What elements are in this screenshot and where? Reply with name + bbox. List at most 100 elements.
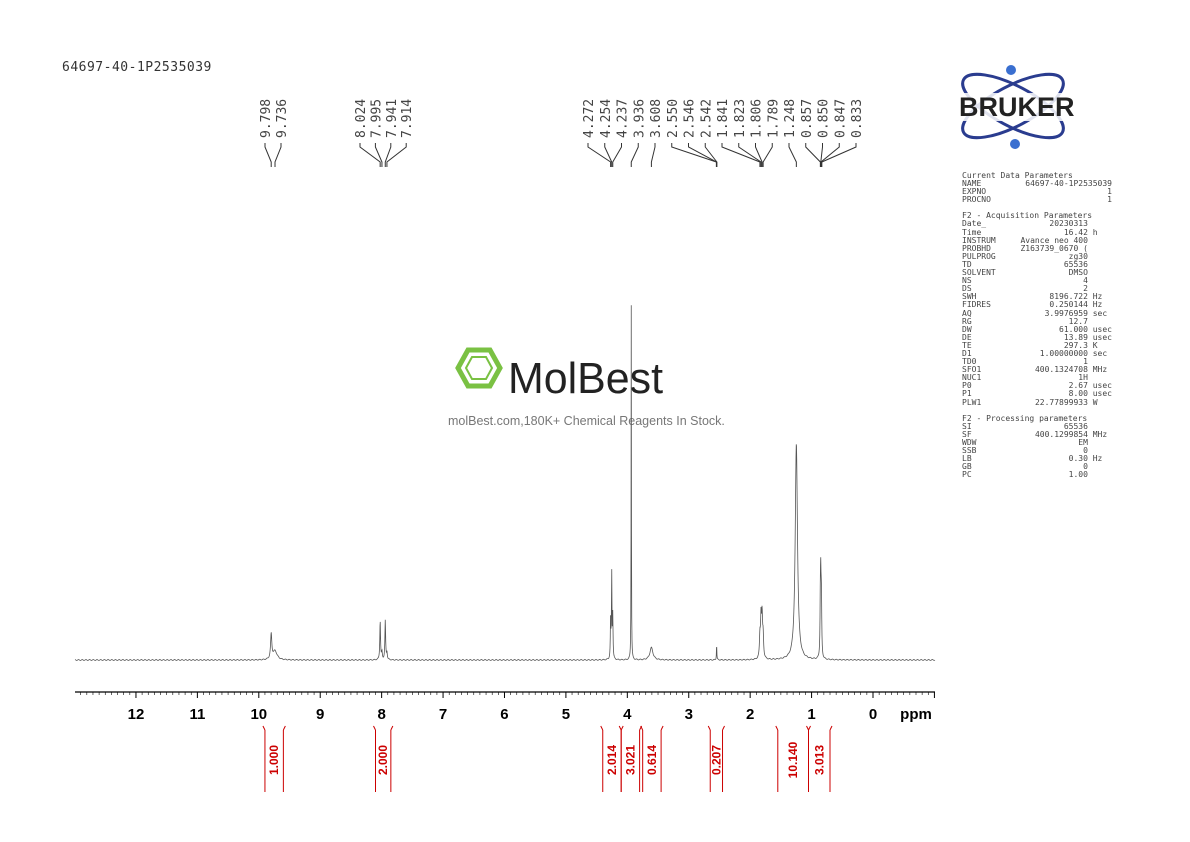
peak-label-connector: [762, 143, 773, 167]
integral-hook: [373, 725, 394, 731]
peak-label-connector: [274, 143, 282, 167]
integral-value: 1.000: [267, 745, 281, 775]
param-key: PLW1: [962, 397, 982, 407]
param-key: LB: [962, 454, 972, 464]
x-tick-label: 1: [807, 706, 815, 723]
param-key: P1: [962, 389, 972, 399]
peak-label-connector: [374, 143, 383, 167]
peak-label-connector: [755, 143, 763, 167]
x-tick-label: 5: [562, 706, 570, 723]
peak-label: 1.841: [716, 99, 731, 138]
param-row: Date_ 20230313: [962, 220, 1112, 228]
integral-value: 10.140: [786, 741, 800, 778]
param-key: SOLVENT: [962, 268, 996, 278]
param-row: SI 65536: [962, 422, 1112, 431]
param-value: 65536: [1063, 259, 1112, 269]
peak-label-connector: [688, 143, 718, 167]
param-value: 400.1299854 MHz: [1034, 429, 1112, 439]
x-tick-label: 7: [439, 706, 447, 723]
peak-label: 1.823: [733, 99, 748, 138]
integral-value: 3.013: [812, 745, 826, 775]
param-row: SFO1 400.1324708 MHz: [962, 366, 1112, 374]
param-row: P1 8.00 usec: [962, 390, 1112, 398]
integral-hook: [640, 725, 664, 731]
peak-label: 4.237: [616, 99, 631, 138]
x-tick-label: 3: [685, 706, 693, 723]
peak-label: 0.847: [833, 99, 848, 138]
peak-label: 0.857: [800, 99, 815, 138]
param-row: SF 400.1299854 MHz: [962, 429, 1112, 439]
param-row: DE 13.89 usec: [962, 332, 1112, 342]
param-value: Z163739_0670 (: [1020, 243, 1112, 253]
peak-label: 0.833: [850, 99, 865, 138]
peak-label: 4.272: [582, 99, 597, 138]
integral-value: 3.021: [623, 745, 637, 775]
param-row: PLW1 22.77899933 W: [962, 397, 1112, 407]
param-key: NAME: [962, 179, 982, 189]
param-value: 1H: [1078, 373, 1112, 383]
peak-label-connector: [604, 143, 613, 167]
integral-value: 2.000: [376, 745, 390, 775]
peak-label-connector: [821, 143, 857, 167]
watermark-tagline: molBest.com,180K+ Chemical Reagents In S…: [448, 414, 725, 428]
param-value: zg30: [1068, 251, 1112, 261]
param-key: GB: [962, 462, 972, 472]
x-tick-label: 2: [746, 706, 754, 723]
peak-label-connector: [788, 143, 797, 167]
param-value: 1: [1107, 195, 1112, 205]
x-tick-label: 6: [500, 706, 508, 723]
param-row: D1 1.00000000 sec: [962, 349, 1112, 358]
param-key: DW: [962, 324, 972, 334]
peak-label: 9.736: [275, 99, 290, 138]
param-value: 2.67 usec: [1068, 381, 1112, 391]
param-key: Time: [962, 227, 982, 237]
param-row: EXPNO 1: [962, 188, 1112, 196]
x-tick-label: 12: [128, 706, 145, 723]
param-row: TE 297.3 K: [962, 341, 1112, 350]
param-key: SFO1: [962, 365, 982, 375]
peak-label: 8.024: [354, 99, 369, 138]
bruker-logo: BRUKER: [955, 65, 1120, 149]
x-tick-label: 8: [377, 706, 385, 723]
peak-label: 2.546: [683, 99, 698, 138]
peak-label-connector: [630, 143, 639, 167]
peak-label: 3.608: [649, 99, 664, 138]
x-axis-label: ppm: [900, 706, 932, 723]
param-value: 1: [1083, 357, 1112, 367]
param-row: Time 16.42 h: [962, 227, 1112, 237]
param-key: WDW: [962, 437, 977, 447]
param-key: EXPNO: [962, 187, 987, 197]
param-key: DE: [962, 332, 972, 342]
param-value: 4: [1083, 276, 1112, 286]
x-tick-label: 10: [250, 706, 267, 723]
param-value: 1.00: [1068, 470, 1112, 480]
param-key: Date_: [962, 219, 987, 229]
peak-label: 4.254: [599, 99, 614, 138]
param-row: SSB 0: [962, 446, 1112, 455]
param-key: TD0: [962, 357, 977, 367]
param-value: 8.00 usec: [1068, 389, 1112, 399]
peak-label: 7.995: [369, 99, 384, 138]
param-value: 64697-40-1P2535039: [1025, 179, 1112, 189]
param-key: PC: [962, 470, 972, 480]
x-tick-label: 9: [316, 706, 324, 723]
peak-label: 9.798: [259, 99, 274, 138]
peak-label: 1.789: [766, 99, 781, 138]
integral-hook: [262, 725, 286, 731]
param-value: Avance neo 400: [1020, 235, 1112, 245]
param-row: AQ 3.9976959 sec: [962, 308, 1112, 318]
param-value: 3.9976959 sec: [1044, 308, 1112, 318]
logo-text: BRUKER: [959, 92, 1075, 122]
param-value: 2: [1083, 284, 1112, 294]
peak-label-connector: [704, 143, 718, 167]
param-value: 0.250144 Hz: [1049, 300, 1112, 310]
param-value: 13.89 usec: [1063, 332, 1112, 342]
peak-label: 2.550: [666, 99, 681, 138]
peak-label-connector: [612, 143, 622, 167]
param-row: TD0 1: [962, 357, 1112, 367]
param-row: NUC1 1H: [962, 374, 1112, 382]
peak-label-connector: [587, 143, 612, 167]
peak-label: 7.941: [385, 99, 400, 138]
